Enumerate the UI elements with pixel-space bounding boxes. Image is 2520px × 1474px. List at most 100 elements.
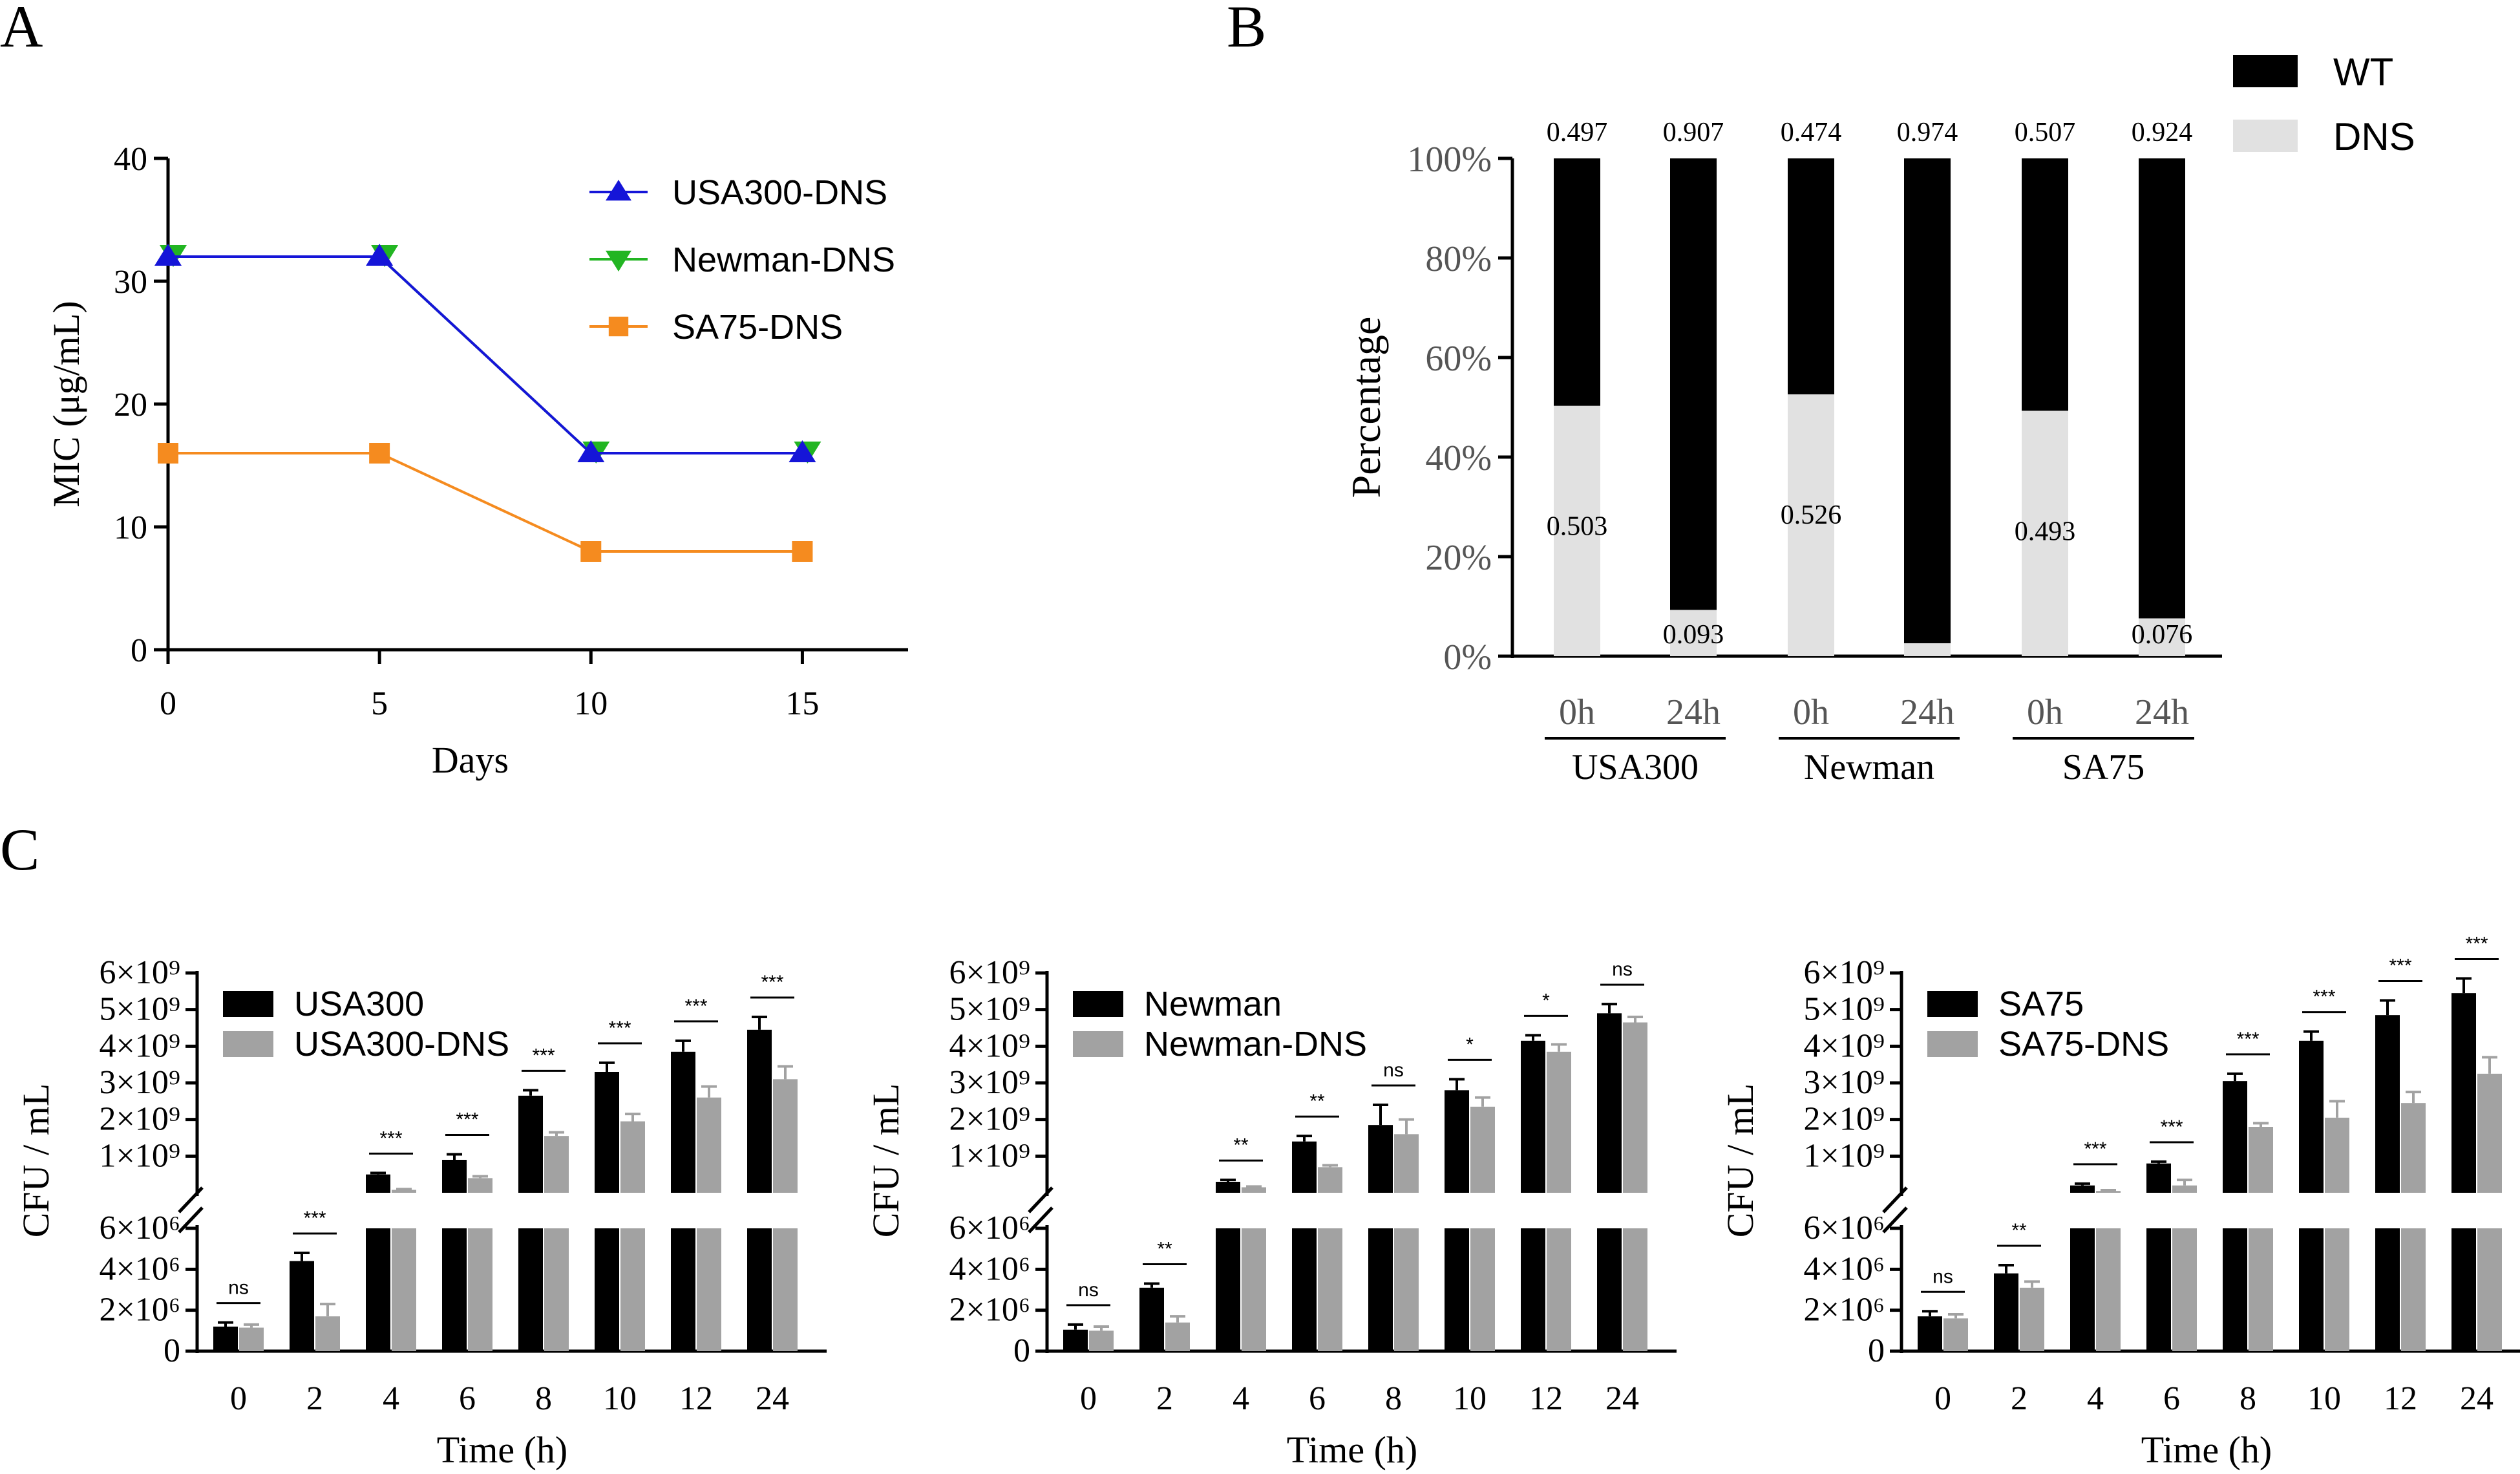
x-tick-label: 12 bbox=[679, 1380, 713, 1417]
x-tick-label: 6 bbox=[2163, 1380, 2180, 1417]
bar-newman-dns bbox=[1547, 1051, 1571, 1193]
legend-label: Newman-DNS bbox=[1144, 1025, 1367, 1063]
bar-usa300-lower bbox=[366, 1228, 390, 1351]
bar-usa300-dns bbox=[620, 1121, 645, 1193]
y-tick-label: 0% bbox=[1443, 637, 1492, 678]
data-label-dns: 0.076 bbox=[2132, 620, 2193, 650]
axis-break-mark bbox=[1028, 1206, 1054, 1234]
bar-usa300-lower bbox=[442, 1228, 467, 1351]
bar-sa75-lower bbox=[2299, 1228, 2324, 1351]
x-tick-label: 4 bbox=[383, 1380, 399, 1417]
x-tick-label: 10 bbox=[1453, 1380, 1487, 1417]
legend-marker bbox=[606, 180, 631, 201]
significance-label: *** bbox=[2236, 1029, 2259, 1050]
legend-label: Newman bbox=[1144, 985, 1282, 1023]
bar-newman-lower bbox=[1597, 1228, 1622, 1351]
bar-usa300 bbox=[671, 1051, 695, 1193]
bar-usa300-dns-lower bbox=[468, 1228, 492, 1351]
x-tick-label: 5 bbox=[371, 685, 388, 722]
y-tick-label: 1×10⁹ bbox=[949, 1137, 1030, 1174]
bar-wt bbox=[2022, 158, 2068, 411]
y-tick-label: 6×10⁹ bbox=[1804, 954, 1885, 991]
bar-sa75 bbox=[2070, 1185, 2095, 1193]
bar-sa75-dns bbox=[2249, 1127, 2273, 1193]
bar-newman-dns-lower bbox=[1394, 1228, 1419, 1351]
bar-sa75 bbox=[1918, 1316, 1942, 1351]
panel-label-c: C bbox=[0, 817, 39, 882]
x-tick-label: 10 bbox=[603, 1380, 637, 1417]
panel-c-usa300-chart: 1×10⁹2×10⁹3×10⁹4×10⁹5×10⁹6×10⁹02×10⁶4×10… bbox=[15, 954, 827, 1471]
bar-sa75-lower bbox=[2146, 1228, 2171, 1351]
bar-newman bbox=[1597, 1013, 1622, 1193]
significance-label: ns bbox=[1383, 1060, 1404, 1081]
bar-sa75-dns bbox=[2172, 1185, 2197, 1193]
x-tick-label: 0 bbox=[1934, 1380, 1951, 1417]
bar-sa75-dns-lower bbox=[2325, 1228, 2349, 1351]
bar-wt bbox=[1904, 158, 1951, 643]
data-label-wt: 0.474 bbox=[1781, 118, 1842, 147]
bar-newman-dns bbox=[1165, 1322, 1190, 1351]
series-line-usa300-dns bbox=[168, 255, 803, 454]
bar-newman-dns bbox=[1623, 1022, 1647, 1193]
x-tick-label: 6 bbox=[1309, 1380, 1326, 1417]
legend-label: USA300-DNS bbox=[672, 173, 887, 212]
x-tick-label: 0 bbox=[230, 1380, 247, 1417]
bar-usa300 bbox=[595, 1072, 619, 1193]
legend-label-dns: DNS bbox=[2333, 115, 2415, 158]
data-point-usa300-dns bbox=[789, 440, 816, 462]
x-tick-label: 6 bbox=[459, 1380, 476, 1417]
significance-label: * bbox=[1466, 1034, 1474, 1055]
y-tick-label: 4×10⁶ bbox=[949, 1250, 1030, 1287]
bar-sa75-lower bbox=[2451, 1228, 2476, 1351]
bar-newman-dns-lower bbox=[1547, 1228, 1571, 1351]
legend-label: SA75 bbox=[1998, 985, 2084, 1023]
y-tick-label: 100% bbox=[1407, 140, 1492, 180]
significance-label: ** bbox=[1309, 1091, 1325, 1112]
x-axis-title: Time (h) bbox=[1287, 1429, 1418, 1471]
bar-dns bbox=[1670, 610, 1717, 656]
bar-usa300 bbox=[366, 1174, 390, 1193]
bar-newman-dns bbox=[1394, 1134, 1419, 1193]
group-label: USA300 bbox=[1572, 747, 1699, 787]
y-tick-label: 5×10⁹ bbox=[949, 991, 1030, 1028]
legend-swatch bbox=[1927, 991, 1978, 1017]
y-tick-label: 5×10⁹ bbox=[100, 991, 180, 1028]
data-label-wt: 0.924 bbox=[2132, 118, 2193, 147]
y-tick-label: 2×10⁶ bbox=[949, 1292, 1030, 1329]
x-tick-label: 4 bbox=[1233, 1380, 1249, 1417]
bar-sa75-dns bbox=[2096, 1191, 2121, 1193]
bar-dns bbox=[2139, 618, 2185, 656]
x-tick-label: 8 bbox=[2239, 1380, 2256, 1417]
x-tick-label: 10 bbox=[2307, 1380, 2341, 1417]
legend-swatch bbox=[1927, 1031, 1978, 1057]
y-tick-label: 1×10⁹ bbox=[100, 1137, 180, 1174]
bar-dns bbox=[1788, 394, 1834, 656]
significance-label: ns bbox=[1078, 1279, 1099, 1301]
data-point-sa75-dns bbox=[369, 443, 390, 464]
bar-usa300-lower bbox=[671, 1228, 695, 1351]
significance-label: *** bbox=[456, 1109, 478, 1131]
significance-label: *** bbox=[2389, 956, 2411, 977]
x-tick-label: 24 bbox=[2460, 1380, 2494, 1417]
data-label-dns: 0.493 bbox=[2015, 517, 2076, 546]
x-tick-label: 24h bbox=[1900, 692, 1954, 732]
bar-newman-lower bbox=[1292, 1228, 1317, 1351]
x-tick-label: 12 bbox=[2384, 1380, 2417, 1417]
axis-break-mark bbox=[1882, 1186, 1908, 1213]
x-axis-title: Time (h) bbox=[437, 1429, 568, 1471]
data-point-usa300-dns bbox=[577, 440, 605, 462]
x-tick-label: 2 bbox=[306, 1380, 323, 1417]
y-tick-label: 6×10⁶ bbox=[949, 1210, 1030, 1246]
y-tick-label: 40 bbox=[114, 141, 147, 178]
bar-sa75 bbox=[2299, 1040, 2324, 1193]
y-tick-label: 5×10⁹ bbox=[1804, 991, 1885, 1028]
x-tick-label: 24h bbox=[1666, 692, 1721, 732]
bar-sa75-dns-lower bbox=[2401, 1228, 2426, 1351]
significance-label: ns bbox=[228, 1277, 249, 1299]
y-tick-label: 4×10⁹ bbox=[949, 1027, 1030, 1064]
data-point-sa75-dns bbox=[158, 443, 178, 464]
series-line-sa75-dns bbox=[168, 452, 803, 553]
y-tick-label: 2×10⁶ bbox=[100, 1292, 180, 1329]
data-label-dns: 0.503 bbox=[1547, 512, 1608, 542]
bar-usa300-dns bbox=[392, 1190, 416, 1193]
